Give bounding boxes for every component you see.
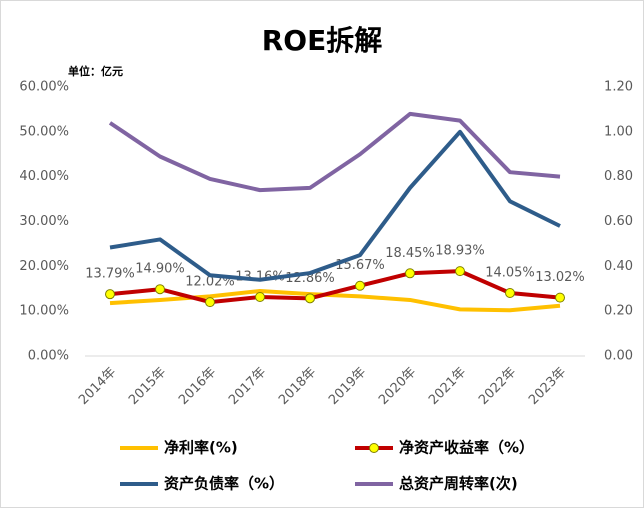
- y2-tick-label: 0.00: [604, 349, 633, 364]
- point-marker: [505, 288, 515, 299]
- point-marker: [105, 289, 115, 300]
- data-label: 13.16%: [235, 269, 285, 284]
- y-tick-label: 30.00%: [19, 214, 69, 229]
- data-label: 14.90%: [135, 262, 185, 277]
- series-line: [109, 129, 561, 282]
- y2-tick-label: 0.60: [604, 214, 633, 229]
- y-tick-label: 50.00%: [19, 124, 69, 139]
- point-marker: [405, 268, 415, 279]
- data-label: 18.93%: [435, 244, 485, 259]
- y2-tick-label: 1.20: [604, 80, 633, 95]
- point-marker: [455, 266, 465, 277]
- data-label: 13.79%: [85, 267, 135, 282]
- unit-label: 单位：亿元: [68, 64, 123, 78]
- y2-tick-label: 0.20: [604, 304, 633, 319]
- point-marker: [555, 292, 565, 303]
- y-tick-label: 60.00%: [19, 80, 69, 95]
- data-label: 15.67%: [335, 258, 385, 273]
- y-tick-label: 0.00%: [28, 349, 69, 364]
- legend-label: 净资产收益率（%）: [399, 439, 534, 457]
- y2-tick-label: 0.80: [604, 169, 633, 184]
- data-label: 18.45%: [385, 246, 435, 261]
- data-label: 13.02%: [535, 270, 585, 285]
- point-marker: [305, 293, 315, 304]
- chart-title: ROE拆解: [262, 24, 383, 57]
- legend-marker: [369, 443, 379, 453]
- y2-tick-label: 0.40: [604, 259, 633, 274]
- point-marker: [355, 280, 365, 291]
- y-tick-label: 10.00%: [19, 304, 69, 319]
- y2-tick-label: 1.00: [604, 124, 633, 139]
- series-line: [109, 269, 561, 305]
- point-marker: [205, 297, 215, 308]
- y-tick-label: 20.00%: [19, 259, 69, 274]
- series-line: [108, 111, 561, 193]
- legend-label: 资产负债率（%）: [164, 475, 284, 493]
- point-marker: [255, 291, 265, 302]
- series-line: [109, 288, 561, 313]
- legend-label: 净利率(%): [164, 439, 238, 457]
- legend-label: 总资产周转率(次): [399, 475, 518, 493]
- point-marker: [155, 284, 165, 295]
- y-tick-label: 40.00%: [19, 169, 69, 184]
- data-label: 14.05%: [485, 266, 535, 281]
